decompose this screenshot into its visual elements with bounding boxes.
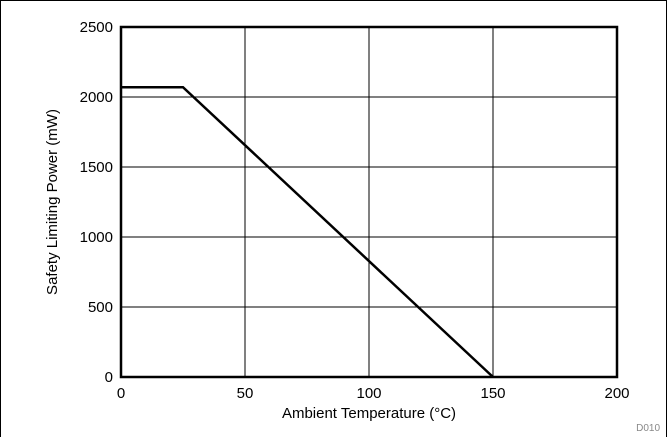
y-tick-label: 2500 — [80, 19, 113, 36]
y-tick-label: 2000 — [80, 89, 113, 106]
y-tick-label: 1500 — [80, 159, 113, 176]
series-layer — [121, 85, 494, 378]
figure-code: D010 — [636, 423, 660, 434]
x-tick-label: 100 — [356, 385, 381, 402]
plot-area-border — [119, 25, 619, 379]
x-tick-label: 150 — [480, 385, 505, 402]
x-tick-label: 50 — [237, 385, 254, 402]
y-tick-label: 0 — [105, 369, 113, 386]
series-line — [121, 85, 494, 378]
x-tick-label: 0 — [117, 385, 125, 402]
y-axis-title: Safety Limiting Power (mW) — [44, 109, 61, 295]
x-axis-title: Ambient Temperature (°C) — [282, 405, 456, 422]
y-tick-label: 1000 — [80, 229, 113, 246]
grid — [120, 26, 618, 378]
y-tick-label: 500 — [88, 299, 113, 316]
x-tick-label: 200 — [604, 385, 629, 402]
